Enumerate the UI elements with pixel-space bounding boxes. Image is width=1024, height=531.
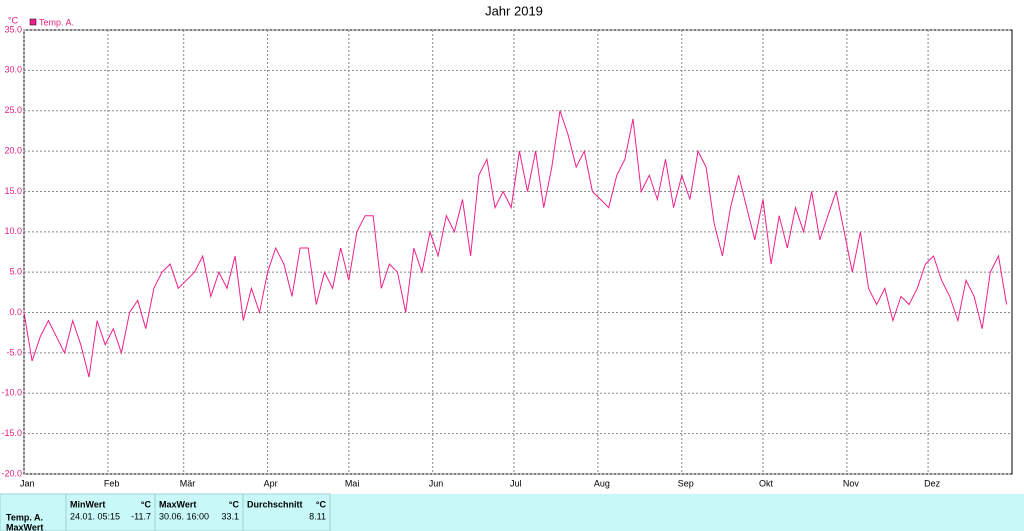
stats-cell <box>154 493 244 531</box>
row-label: MaxWert <box>6 522 43 531</box>
y-tick-label: 30.0 <box>4 65 22 75</box>
y-tick-label: 25.0 <box>4 105 22 115</box>
y-tick-label: -15.0 <box>1 428 22 438</box>
stats-cell <box>0 493 67 531</box>
column-value: 33.1 <box>221 511 239 521</box>
y-tick-label: 35.0 <box>4 24 22 34</box>
x-tick-label: Okt <box>759 478 774 488</box>
column-unit: °C <box>316 499 327 509</box>
column-title: Durchschnitt <box>247 499 303 509</box>
column-value: -11.7 <box>131 511 151 521</box>
stats-cell <box>242 493 331 531</box>
column-unit: °C <box>141 499 152 509</box>
legend-swatch <box>29 18 37 26</box>
x-tick-label: Jun <box>429 478 444 488</box>
x-tick-label: Jul <box>510 478 522 488</box>
x-tick-label: Dez <box>924 478 941 488</box>
column-unit: °C <box>229 499 240 509</box>
y-unit: °C <box>8 15 19 25</box>
column-title: MaxWert <box>159 499 196 509</box>
column-time: 30.06. 16:00 <box>159 511 209 521</box>
x-tick-label: Sep <box>678 478 694 488</box>
chart-title: Jahr 2019 <box>485 3 543 18</box>
row-label: Temp. A. <box>6 512 43 522</box>
x-tick-label: Nov <box>843 478 860 488</box>
y-tick-label: 20.0 <box>4 145 22 155</box>
y-tick-label: 15.0 <box>4 186 22 196</box>
x-tick-label: Aug <box>594 478 610 488</box>
x-tick-label: Apr <box>264 478 278 488</box>
x-tick-label: Mär <box>180 478 196 488</box>
y-tick-label: 0.0 <box>9 307 22 317</box>
x-tick-label: Feb <box>104 478 120 488</box>
x-tick-label: Jan <box>20 478 35 488</box>
stats-cell <box>65 493 156 531</box>
y-tick-label: 5.0 <box>9 267 22 277</box>
column-value: 8.11 <box>309 511 326 521</box>
y-tick-label: 10.0 <box>4 226 22 236</box>
y-tick-label: -20.0 <box>1 468 22 478</box>
x-tick-label: Mai <box>345 478 360 488</box>
temperature-line <box>23 110 1008 378</box>
column-title: MinWert <box>70 499 105 509</box>
column-time: 24.01. 05:15 <box>70 511 120 521</box>
y-tick-label: -5.0 <box>6 347 22 357</box>
legend-label: Temp. A. <box>39 17 74 27</box>
y-tick-label: -10.0 <box>1 388 22 398</box>
